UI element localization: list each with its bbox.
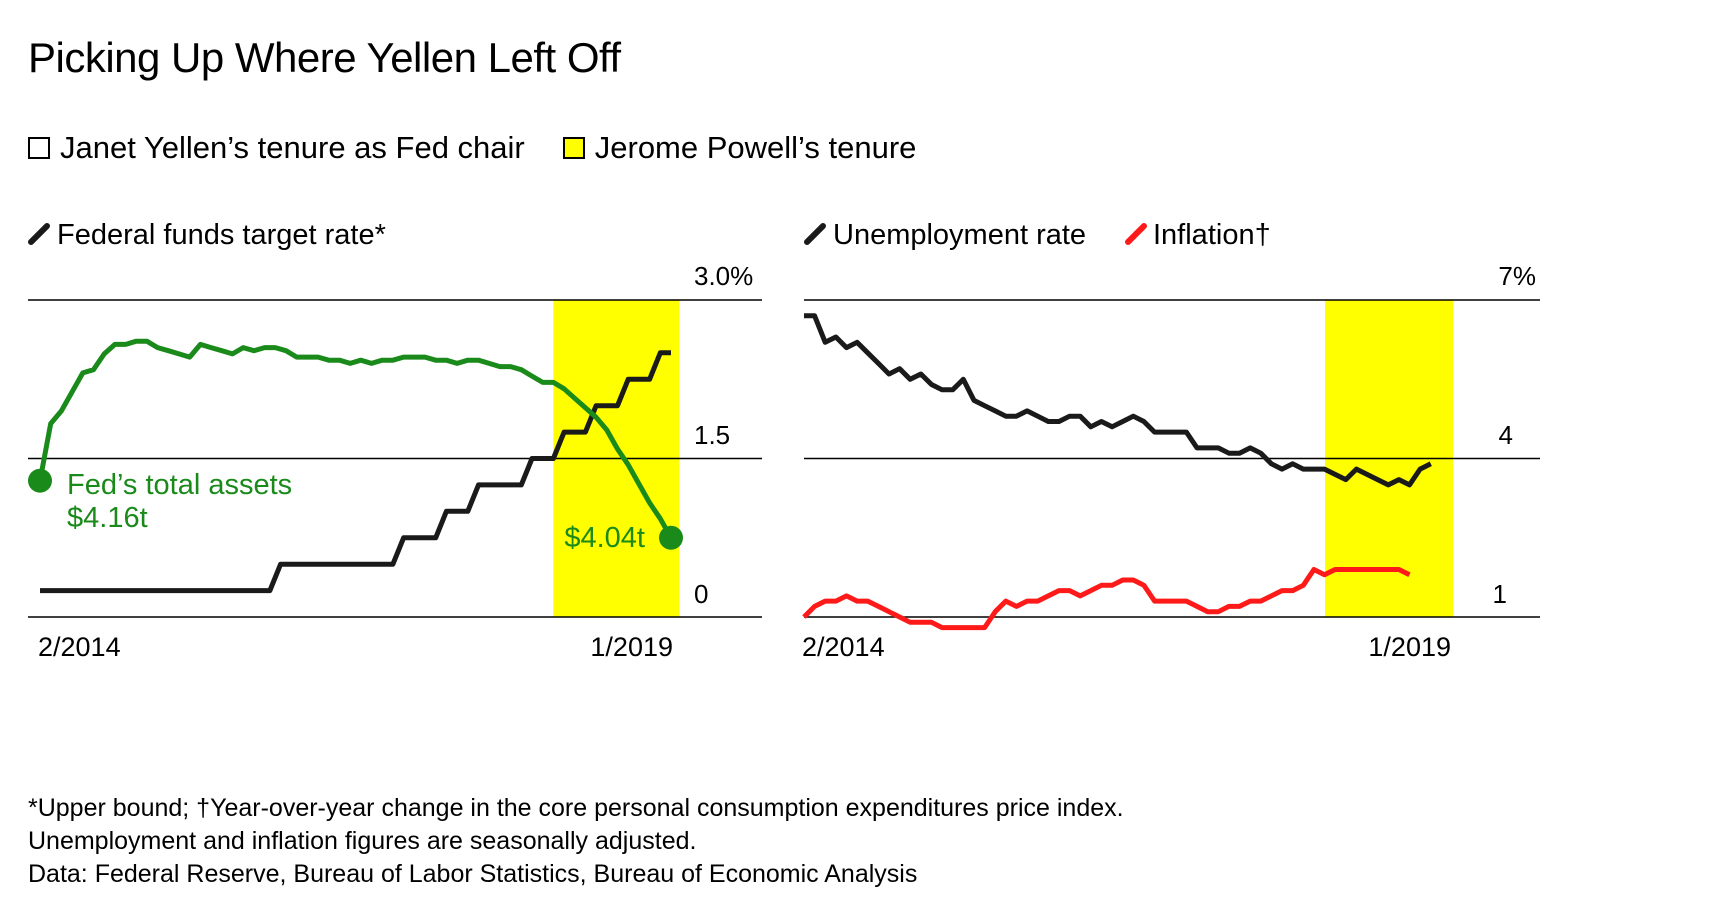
y-tick-label: 1.5 [694, 420, 730, 450]
inflation-legend-label: Inflation† [1153, 219, 1271, 251]
legend-item-powell: Jerome Powell’s tenure [562, 130, 917, 166]
powell-swatch-icon [562, 137, 585, 159]
tenure-legend: Janet Yellen’s tenure as Fed chair Jerom… [28, 130, 954, 166]
footnotes: *Upper bound; †Year-over-year change in … [28, 792, 1124, 891]
footnote-line: Unemployment and inflation figures are s… [28, 827, 697, 855]
legend-label-yellen: Janet Yellen’s tenure as Fed chair [60, 130, 525, 165]
legend-item-yellen: Janet Yellen’s tenure as Fed chair [28, 130, 525, 166]
yellen-swatch-icon [28, 137, 50, 159]
source-note: Data: Federal Reserve, Bureau of Labor S… [28, 860, 918, 888]
legend-label-powell: Jerome Powell’s tenure [594, 130, 917, 165]
y-tick-label: 7% [1498, 261, 1536, 291]
y-tick-label: 0 [694, 579, 708, 609]
y-tick-label: 4 [1499, 420, 1513, 450]
charts-canvas: 3.0% 1.5 0 2/2014 1/2019 Federal funds target… [28, 219, 1540, 662]
left-chart-legend-label: Federal funds target rate* [57, 219, 386, 251]
chart-title: Picking Up Where Yellen Left Off [28, 34, 621, 81]
fed-total-assets-line [37, 338, 674, 540]
assets-start-annotation: Fed’s total assets [67, 469, 292, 501]
assets-end-marker [659, 525, 683, 550]
x-tick-label: 1/2019 [590, 632, 673, 662]
footnote-line: *Upper bound; †Year-over-year change in … [28, 794, 1124, 822]
assets-end-annotation: $4.04t [564, 522, 645, 554]
y-tick-label: 3.0% [694, 261, 753, 291]
assets-start-value: $4.16t [67, 502, 148, 534]
red-line-legend-icon [1125, 223, 1147, 245]
x-tick-label: 2/2014 [38, 632, 121, 662]
inflation-line [802, 567, 1411, 631]
y-tick-label: 1 [1493, 579, 1507, 609]
assets-start-marker [28, 468, 52, 493]
unemployment-rate-line [804, 313, 1432, 488]
unemployment-legend-label: Unemployment rate [833, 219, 1086, 251]
x-tick-label: 1/2019 [1368, 632, 1451, 662]
black-line-legend-icon [804, 223, 826, 245]
x-tick-label: 2/2014 [802, 632, 885, 662]
fed-funds-rate-line [40, 350, 671, 594]
black-line-legend-icon [28, 223, 50, 245]
